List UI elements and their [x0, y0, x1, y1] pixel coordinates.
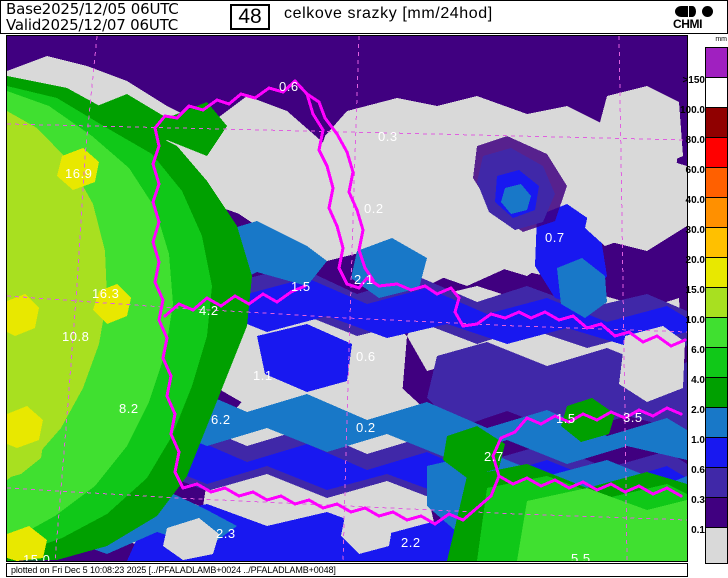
base-date-row: Base2025/12/05 06UTC [6, 1, 179, 17]
valid-value: 2025/12/07 06UTC [41, 16, 179, 34]
colorbar-band [706, 468, 727, 498]
status-bar: plotted on Fri Dec 5 10:08:23 2025 [../P… [6, 563, 688, 577]
colorbar-band [706, 48, 727, 78]
colorbar-tick: 20.0 [685, 255, 705, 266]
valid-date-row: Valid2025/12/07 06UTC [6, 17, 179, 33]
colorbar-band [706, 408, 727, 438]
colorbar: mm >150 100.0 80.0 60.0 40.0 30.0 20.0 [680, 35, 728, 564]
map-frame[interactable]: 0.6 0.3 0.2 0.7 16.9 16.3 10.8 1.5 2.1 4… [6, 35, 688, 562]
colorbar-band [706, 78, 727, 108]
valid-label: Valid [6, 16, 42, 34]
colorbar-tick: 6.0 [691, 345, 705, 356]
colorbar-tick: 100.0 [679, 105, 705, 116]
colorbar-unit-label: mm [715, 36, 727, 43]
precipitation-field [7, 36, 687, 561]
colorbar-tick: 0.3 [691, 495, 705, 506]
colorbar-band [706, 528, 727, 563]
plot-timestamp-text: plotted on Fri Dec 5 10:08:23 2025 [../P… [11, 565, 336, 575]
colorbar-tick: 4.0 [691, 375, 705, 386]
colorbar-tick: 60.0 [685, 165, 705, 176]
colorbar-tick: 0.1 [691, 525, 705, 536]
colorbar-band [706, 348, 727, 378]
colorbar-scale [705, 47, 728, 564]
colorbar-band [706, 108, 727, 138]
header-bar: Base2025/12/05 06UTC Valid2025/12/07 06U… [0, 0, 728, 34]
colorbar-band [706, 498, 727, 528]
base-label: Base [6, 0, 42, 18]
colorbar-tick: 10.0 [685, 315, 705, 326]
chmi-logo: CHMI [673, 3, 721, 33]
run-dates: Base2025/12/05 06UTC Valid2025/12/07 06U… [6, 1, 179, 33]
colorbar-tick: 80.0 [685, 135, 705, 146]
page-title: celkove srazky [mm/24hod] [284, 5, 493, 22]
logo-marks-icon [673, 4, 721, 18]
colorbar-band [706, 288, 727, 318]
colorbar-band [706, 198, 727, 228]
colorbar-band [706, 318, 727, 348]
colorbar-band [706, 438, 727, 468]
colorbar-tick: 30.0 [685, 225, 705, 236]
colorbar-tick: 40.0 [685, 195, 705, 206]
colorbar-tick: >150 [682, 75, 705, 86]
colorbar-band [706, 258, 727, 288]
logo-text: CHMI [673, 17, 703, 31]
colorbar-tick: 1.0 [691, 435, 705, 446]
forecast-step-box: 48 [230, 4, 270, 30]
colorbar-tick: 0.6 [691, 465, 705, 476]
base-value: 2025/12/05 06UTC [41, 0, 179, 18]
colorbar-tick: 2.0 [691, 405, 705, 416]
colorbar-band [706, 138, 727, 168]
colorbar-band [706, 168, 727, 198]
colorbar-band [706, 378, 727, 408]
colorbar-tick: 15.0 [685, 285, 705, 296]
colorbar-band [706, 228, 727, 258]
